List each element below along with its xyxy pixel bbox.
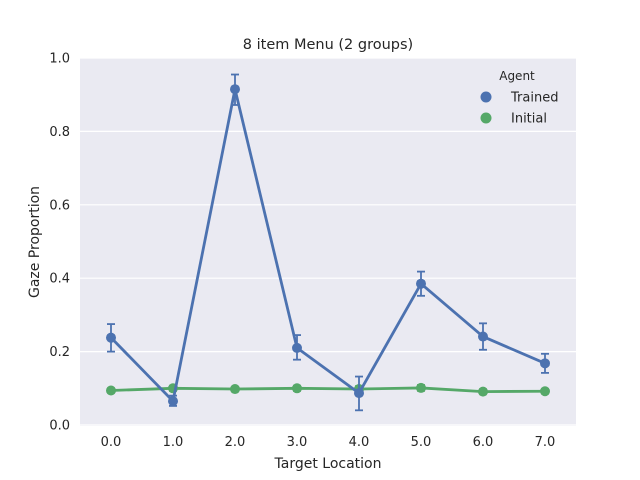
x-tick-label: 2.0: [225, 435, 246, 450]
chart-title: 8 item Menu (2 groups): [243, 37, 413, 53]
legend-marker-trained: [480, 91, 492, 103]
data-point: [168, 396, 178, 407]
data-point: [230, 384, 240, 395]
series-line: [110, 386, 546, 394]
y-axis-label: Gaze Proportion: [27, 186, 43, 298]
grid-lines: [80, 57, 576, 426]
data-point: [292, 383, 302, 394]
x-tick-label: 6.0: [473, 435, 494, 450]
legend-label-trained: Trained: [510, 91, 558, 106]
x-tick-label: 7.0: [535, 435, 556, 450]
data-point: [292, 342, 302, 353]
x-tick-label: 4.0: [349, 435, 370, 450]
data-point: [106, 332, 116, 343]
x-tick-label: 5.0: [411, 435, 432, 450]
data-point: [478, 331, 488, 342]
x-tick-label: 0.0: [101, 435, 122, 450]
legend-label-initial: Initial: [511, 112, 547, 127]
y-tick-label: 0.8: [49, 125, 70, 140]
y-tick-label: 0.4: [49, 272, 70, 287]
series-trained: [106, 73, 550, 412]
data-point: [540, 386, 550, 397]
x-axis-label: Target Location: [274, 456, 382, 472]
data-point: [540, 358, 550, 369]
plot-background: [80, 58, 576, 426]
y-tick-label: 0.2: [49, 345, 70, 360]
y-tick-label: 0.0: [49, 419, 70, 434]
y-tick-labels: 0.0 0.2 0.4 0.6 0.8 1.0: [49, 52, 70, 434]
legend: Agent Trained Initial: [480, 69, 558, 127]
data-point: [416, 278, 426, 289]
legend-title: Agent: [499, 69, 535, 83]
y-tick-label: 1.0: [49, 52, 70, 67]
legend-marker-initial: [480, 112, 492, 124]
data-point: [478, 386, 488, 397]
data-point: [106, 385, 116, 396]
data-point: [416, 382, 426, 393]
x-tick-label: 3.0: [287, 435, 308, 450]
series-layer: [106, 73, 550, 412]
x-tick-labels: 0.0 1.0 2.0 3.0 4.0 5.0 6.0 7.0: [101, 435, 556, 450]
data-point: [230, 84, 240, 95]
x-tick-label: 1.0: [163, 435, 184, 450]
series-initial: [106, 382, 550, 397]
series-line: [109, 87, 546, 403]
data-point: [354, 388, 364, 399]
y-tick-label: 0.6: [49, 198, 70, 213]
